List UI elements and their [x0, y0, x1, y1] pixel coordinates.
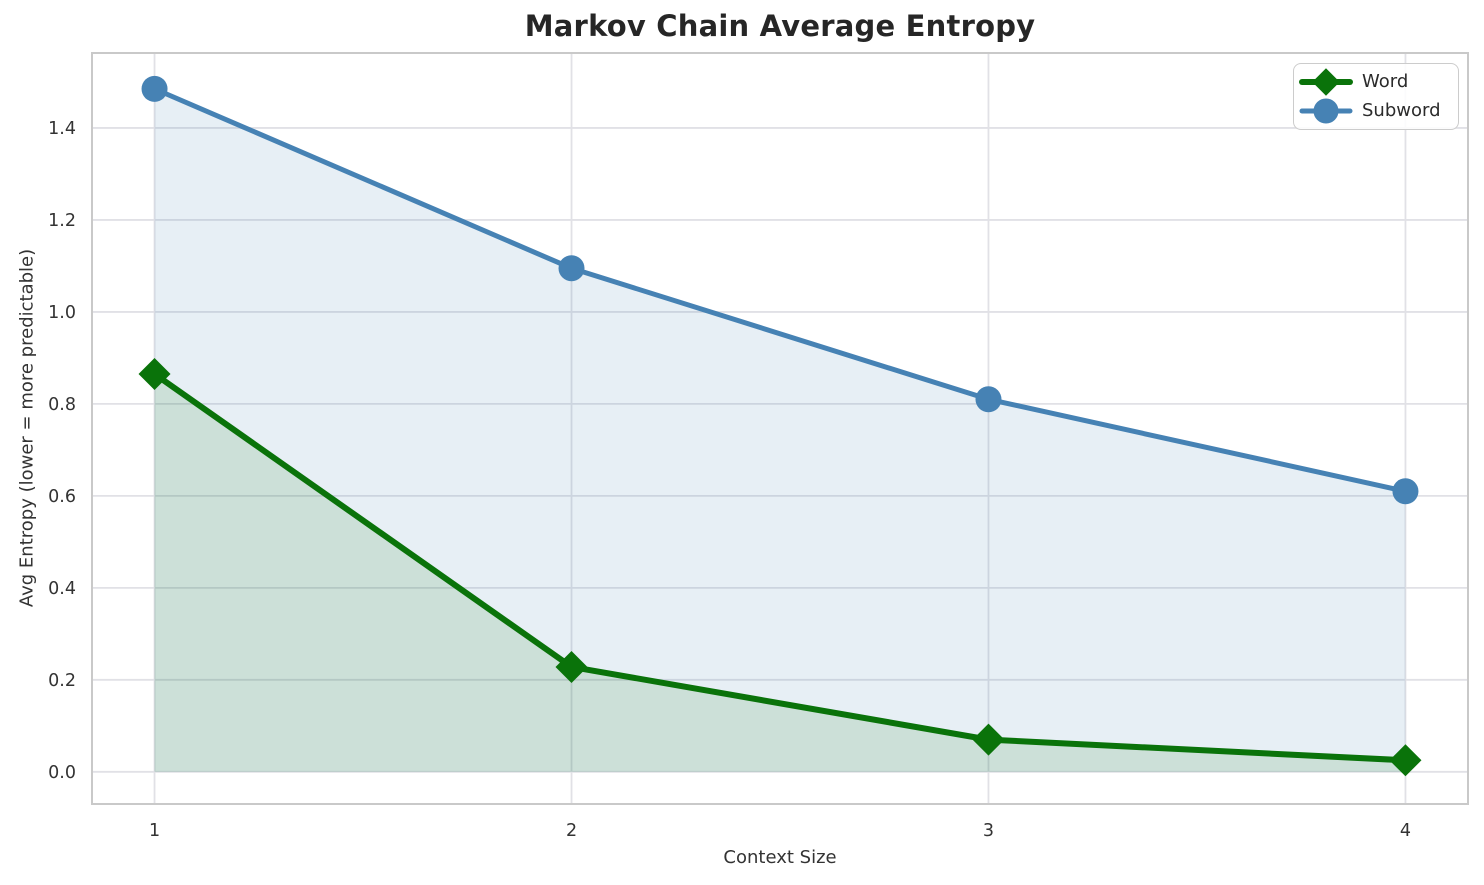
y-tick-label: 0.0	[48, 763, 76, 783]
y-tick-label: 1.0	[48, 303, 76, 323]
x-tick-label: 3	[983, 821, 994, 841]
legend-item-subword: Subword	[1298, 97, 1452, 126]
x-axis-label: Context Size	[723, 847, 837, 868]
legend-item-word: Word	[1298, 67, 1452, 96]
y-tick-label: 0.6	[48, 487, 76, 507]
x-tick-label: 2	[566, 821, 577, 841]
y-tick-label: 1.4	[48, 119, 76, 139]
word-data-point	[1389, 744, 1422, 777]
x-tick-label: 4	[1400, 821, 1411, 841]
word-data-point	[972, 723, 1005, 756]
subword-series-circle-marker-icon	[1299, 98, 1353, 124]
y-tick-label: 0.4	[48, 579, 76, 599]
legend-label-subword: Subword	[1362, 100, 1441, 122]
word-data-point	[138, 358, 171, 391]
legend: Word Subword	[1293, 63, 1459, 130]
legend-label-word: Word	[1362, 70, 1409, 92]
plot-border	[91, 52, 1469, 805]
x-tick-label: 1	[149, 821, 160, 841]
subword-data-point	[975, 386, 1002, 413]
y-tick-label: 0.8	[48, 395, 76, 415]
word-data-point	[555, 650, 588, 683]
y-tick-label: 1.2	[48, 211, 76, 231]
y-axis-label: Avg Entropy (lower = more predictable)	[16, 248, 38, 608]
word-line	[151, 371, 1409, 764]
chart-title: Markov Chain Average Entropy	[524, 9, 1036, 43]
subword-data-point	[141, 75, 168, 102]
y-tick-label: 0.2	[48, 671, 76, 691]
word-series-diamond-marker-icon	[1299, 68, 1353, 96]
subword-area-fill	[154, 88, 1406, 772]
word-area-fill	[154, 374, 1406, 772]
subword-data-point	[1392, 478, 1419, 505]
subword-data-point	[558, 255, 585, 282]
subword-line	[152, 86, 1408, 494]
